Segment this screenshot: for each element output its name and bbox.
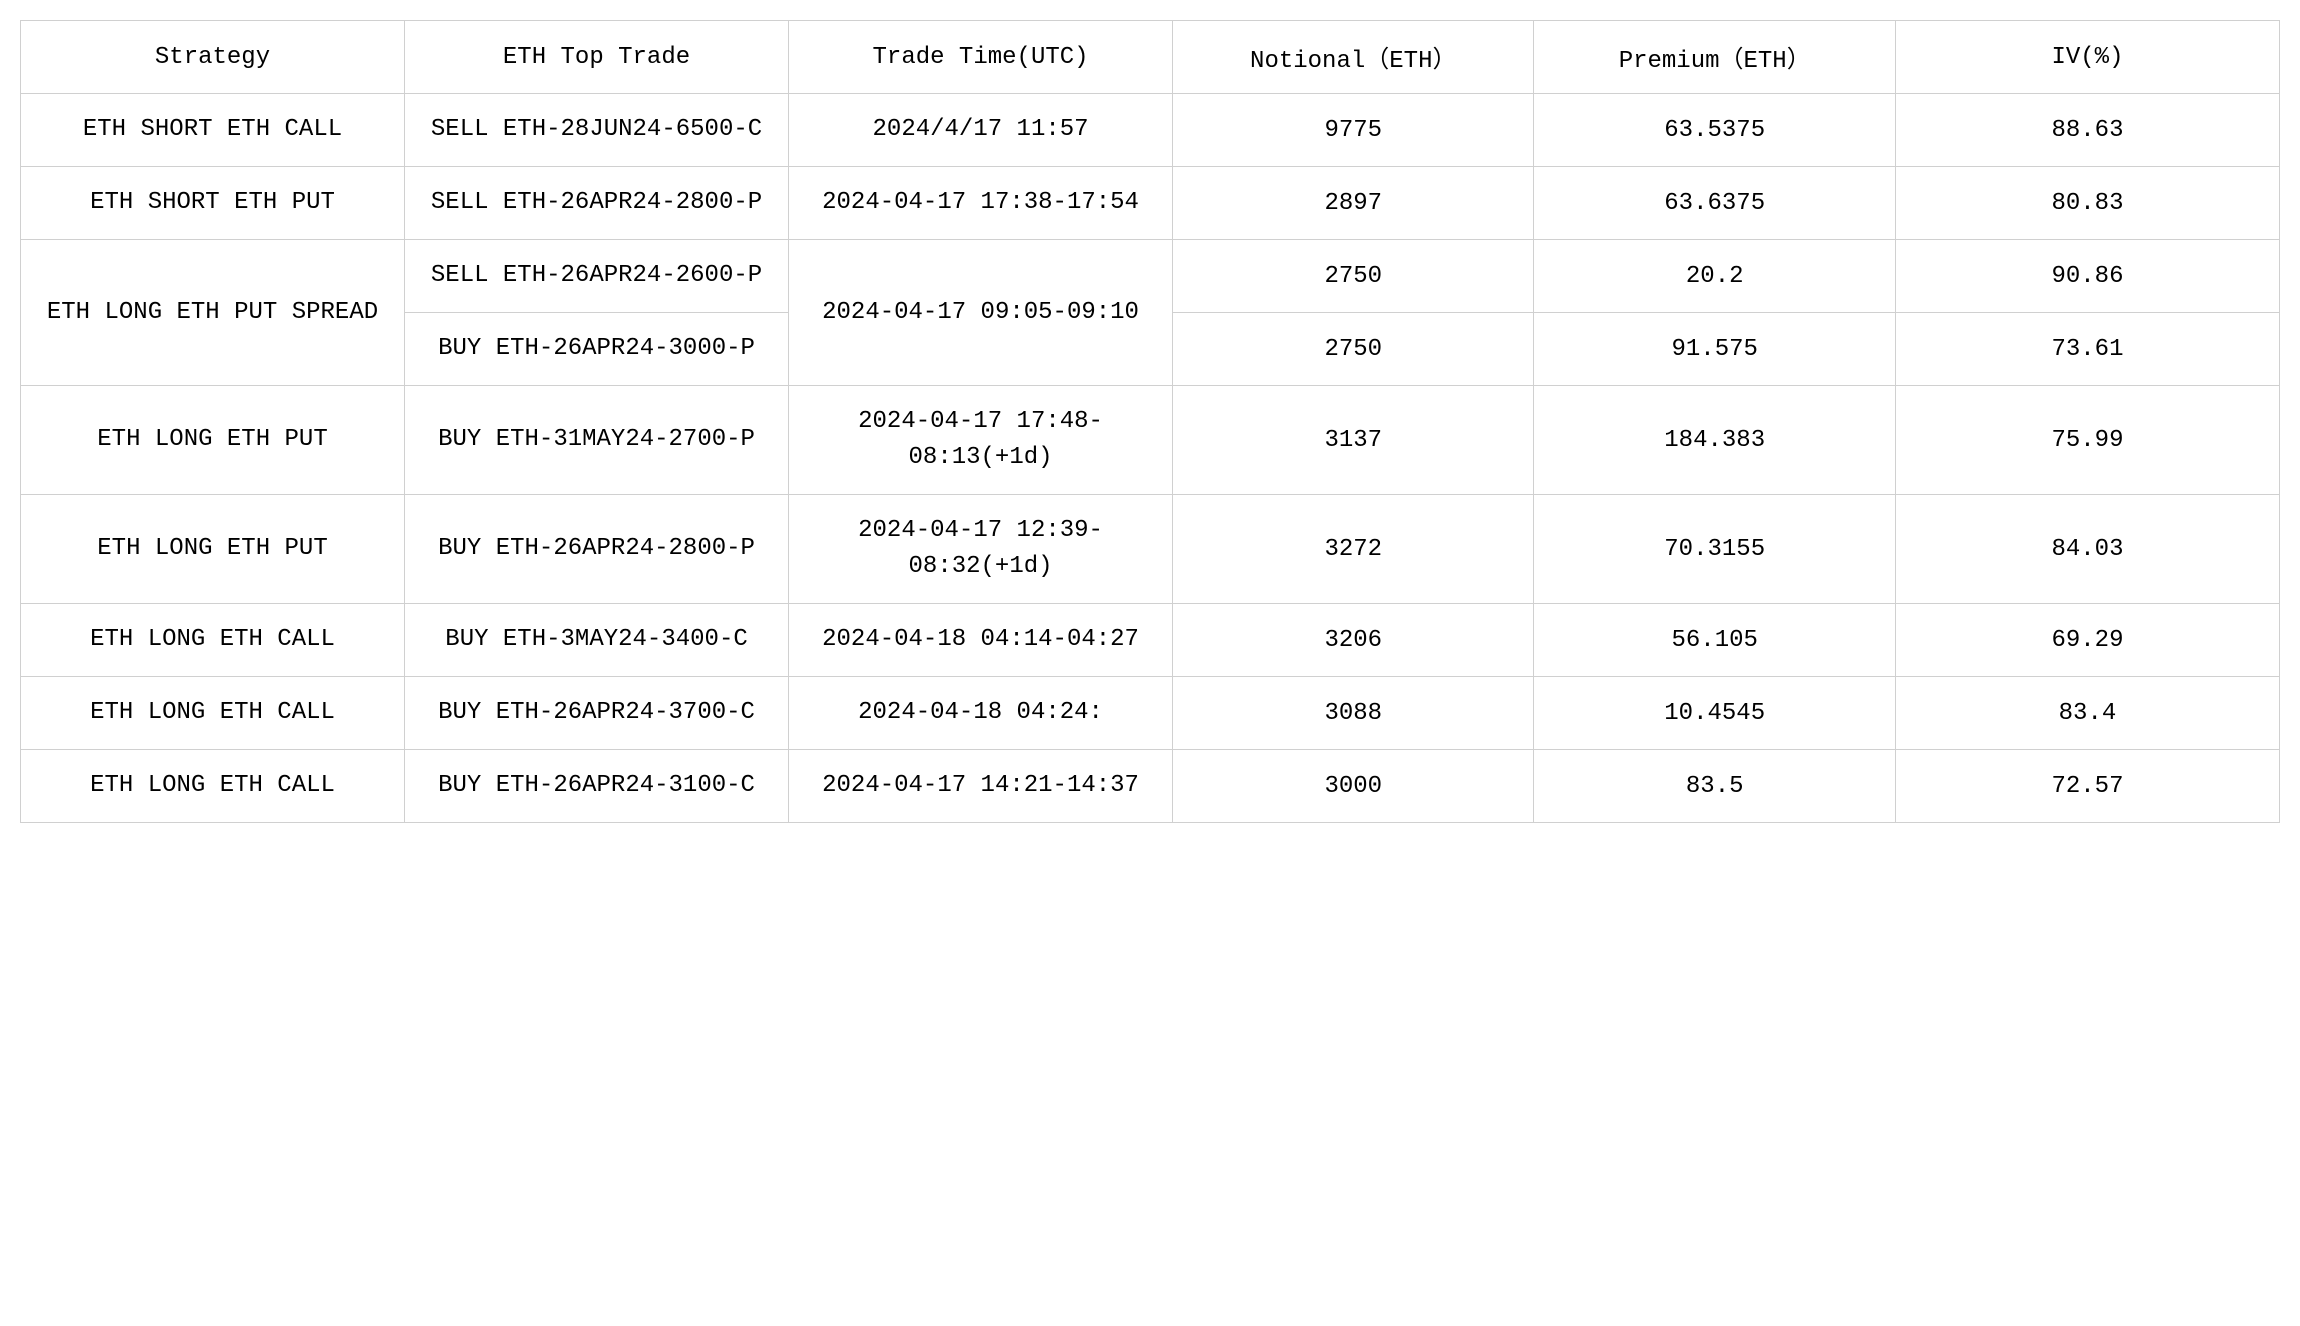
cell-notional: 3272 [1173,495,1534,604]
cell-top-trade: BUY ETH-31MAY24-2700-P [405,386,789,495]
cell-iv: 88.63 [1895,94,2279,167]
cell-premium: 83.5 [1534,750,1895,823]
table-row: ETH LONG ETH CALL BUY ETH-3MAY24-3400-C … [21,604,2280,677]
cell-top-trade: SELL ETH-28JUN24-6500-C [405,94,789,167]
cell-notional: 2750 [1173,313,1534,386]
cell-trade-time: 2024-04-17 14:21-14:37 [789,750,1173,823]
cell-premium: 10.4545 [1534,677,1895,750]
cell-trade-time: 2024-04-17 17:38-17:54 [789,167,1173,240]
table-row: ETH SHORT ETH CALL SELL ETH-28JUN24-6500… [21,94,2280,167]
cell-iv: 80.83 [1895,167,2279,240]
cell-iv: 75.99 [1895,386,2279,495]
cell-trade-time: 2024-04-18 04:24: [789,677,1173,750]
col-header-iv: IV(%) [1895,21,2279,94]
col-header-premium: Premium（ETH） [1534,21,1895,94]
cell-strategy: ETH LONG ETH PUT [21,495,405,604]
table-row: ETH LONG ETH PUT BUY ETH-26APR24-2800-P … [21,495,2280,604]
cell-strategy: ETH SHORT ETH CALL [21,94,405,167]
table-row: ETH SHORT ETH PUT SELL ETH-26APR24-2800-… [21,167,2280,240]
cell-strategy: ETH LONG ETH PUT SPREAD [21,240,405,386]
cell-premium: 63.6375 [1534,167,1895,240]
col-header-strategy: Strategy [21,21,405,94]
cell-top-trade: BUY ETH-26APR24-3000-P [405,313,789,386]
cell-iv: 73.61 [1895,313,2279,386]
col-header-trade-time: Trade Time(UTC) [789,21,1173,94]
cell-iv: 90.86 [1895,240,2279,313]
cell-top-trade: BUY ETH-26APR24-3700-C [405,677,789,750]
table-row: ETH LONG ETH CALL BUY ETH-26APR24-3700-C… [21,677,2280,750]
cell-iv: 69.29 [1895,604,2279,677]
cell-strategy: ETH LONG ETH CALL [21,677,405,750]
cell-premium: 63.5375 [1534,94,1895,167]
cell-premium: 20.2 [1534,240,1895,313]
table-row: ETH LONG ETH PUT SPREAD SELL ETH-26APR24… [21,240,2280,313]
cell-trade-time: 2024-04-17 09:05-09:10 [789,240,1173,386]
cell-trade-time: 2024-04-17 17:48-08:13(+1d) [789,386,1173,495]
col-header-top-trade: ETH Top Trade [405,21,789,94]
cell-top-trade: BUY ETH-3MAY24-3400-C [405,604,789,677]
cell-strategy: ETH LONG ETH CALL [21,604,405,677]
cell-premium: 184.383 [1534,386,1895,495]
cell-top-trade: SELL ETH-26APR24-2600-P [405,240,789,313]
cell-premium: 91.575 [1534,313,1895,386]
cell-notional: 3137 [1173,386,1534,495]
cell-notional: 3000 [1173,750,1534,823]
cell-trade-time: 2024/4/17 11:57 [789,94,1173,167]
cell-notional: 9775 [1173,94,1534,167]
cell-iv: 83.4 [1895,677,2279,750]
cell-trade-time: 2024-04-18 04:14-04:27 [789,604,1173,677]
cell-iv: 72.57 [1895,750,2279,823]
col-header-notional: Notional（ETH） [1173,21,1534,94]
cell-premium: 70.3155 [1534,495,1895,604]
eth-trades-table: Strategy ETH Top Trade Trade Time(UTC) N… [20,20,2280,823]
cell-premium: 56.105 [1534,604,1895,677]
cell-strategy: ETH LONG ETH PUT [21,386,405,495]
cell-trade-time: 2024-04-17 12:39-08:32(+1d) [789,495,1173,604]
cell-notional: 2750 [1173,240,1534,313]
table-header-row: Strategy ETH Top Trade Trade Time(UTC) N… [21,21,2280,94]
table-row: ETH LONG ETH CALL BUY ETH-26APR24-3100-C… [21,750,2280,823]
table-row: ETH LONG ETH PUT BUY ETH-31MAY24-2700-P … [21,386,2280,495]
cell-strategy: ETH SHORT ETH PUT [21,167,405,240]
cell-notional: 3206 [1173,604,1534,677]
cell-strategy: ETH LONG ETH CALL [21,750,405,823]
cell-notional: 3088 [1173,677,1534,750]
cell-iv: 84.03 [1895,495,2279,604]
cell-top-trade: SELL ETH-26APR24-2800-P [405,167,789,240]
cell-top-trade: BUY ETH-26APR24-2800-P [405,495,789,604]
cell-top-trade: BUY ETH-26APR24-3100-C [405,750,789,823]
cell-notional: 2897 [1173,167,1534,240]
